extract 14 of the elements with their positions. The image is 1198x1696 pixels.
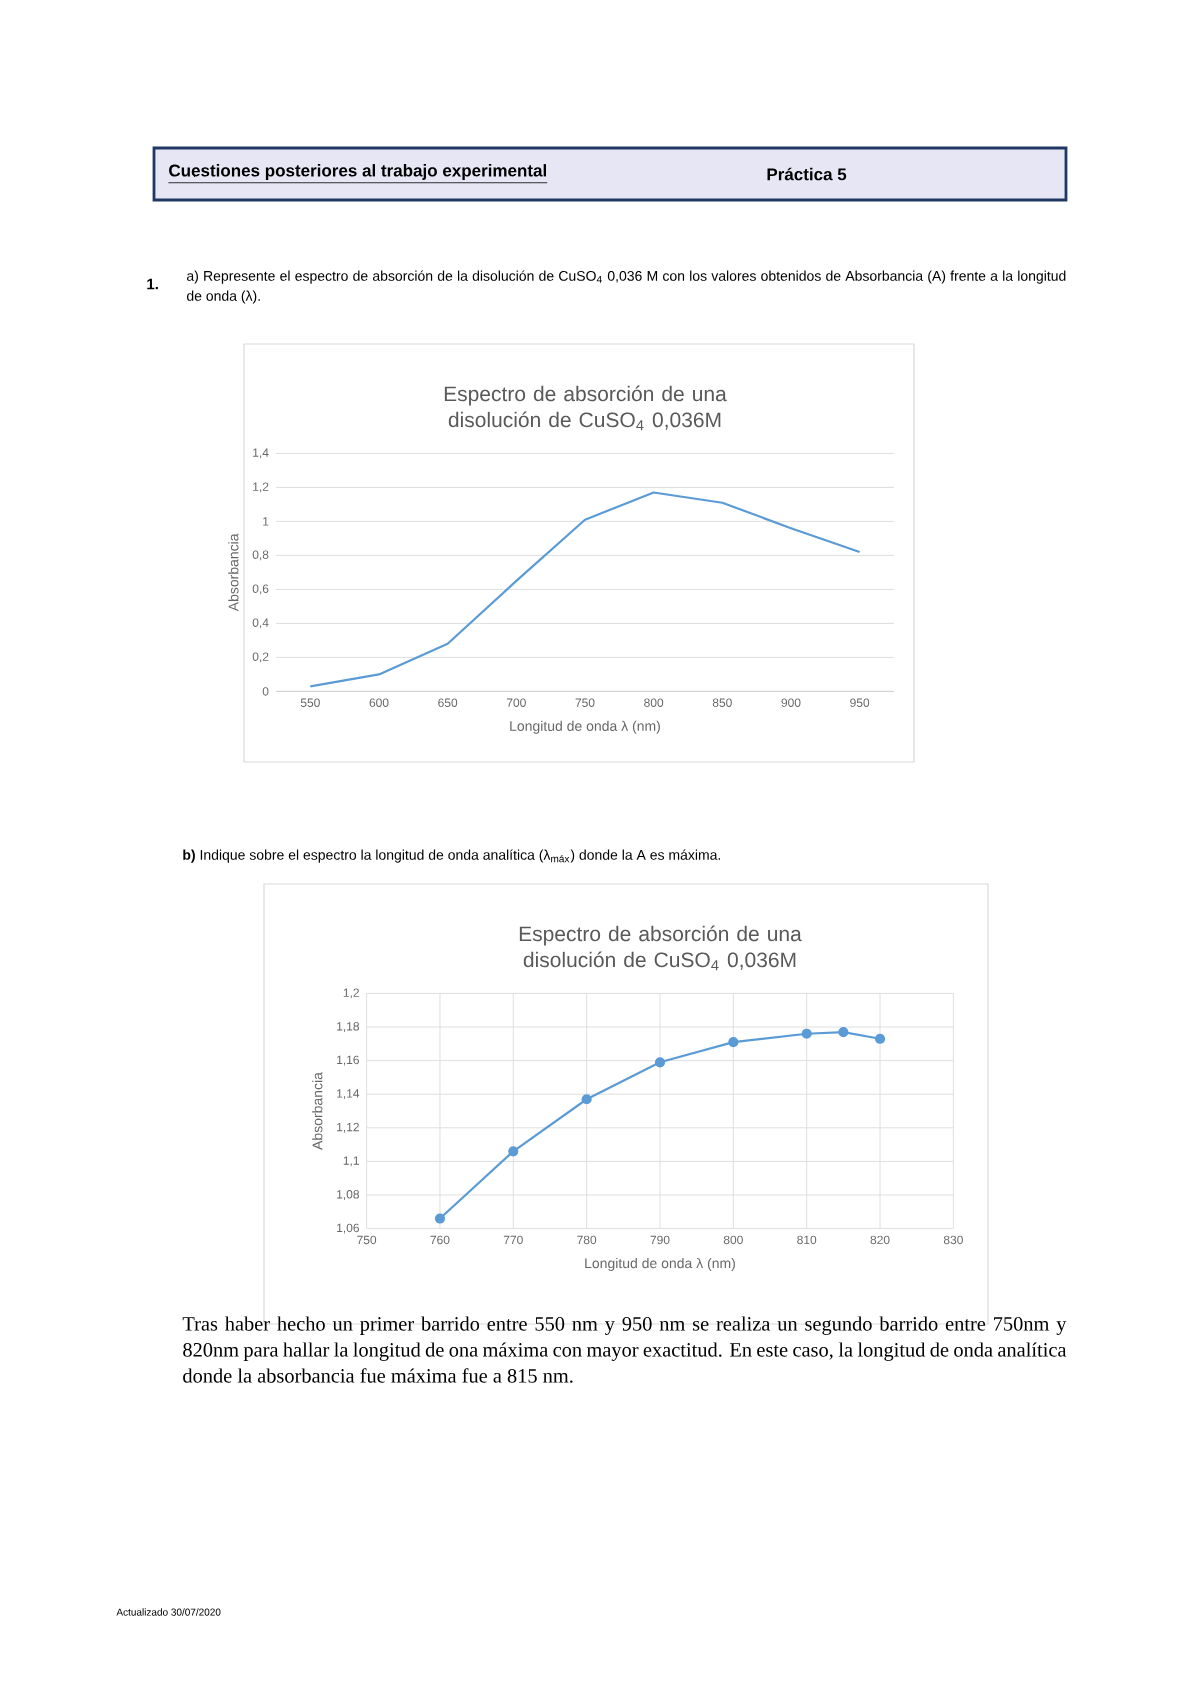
text: Cuestiones posteriores al trabajo experimental <box>169 164 546 180</box>
chart-title: Espectro de absorción de una disolución de CuSO$_{4}$ 0,036M <box>444 385 727 431</box>
point <box>874 1033 886 1044</box>
point <box>434 1213 446 1224</box>
point <box>728 1037 739 1048</box>
point <box>654 1057 666 1068</box>
chart-title: Espectro de absorción de una disolución de CuSO$_{4}$ 0,036M <box>519 925 802 971</box>
point <box>508 1146 519 1157</box>
point <box>801 1028 812 1039</box>
line-series <box>309 491 861 688</box>
point <box>581 1094 592 1105</box>
text: Práctica 5 <box>767 167 847 181</box>
point <box>838 1026 849 1038</box>
text: Tras haber hecho un primer barrido entre 550 nm y 950 nm se realiza un segundo barrido entre 750nm y 820nm para hallar la longitud de ona máxima con mayor exactitud. En este caso, la longitud de onda analítica donde la absorbancia fue máxima fue a 815 nm. <box>182 1316 1067 1383</box>
